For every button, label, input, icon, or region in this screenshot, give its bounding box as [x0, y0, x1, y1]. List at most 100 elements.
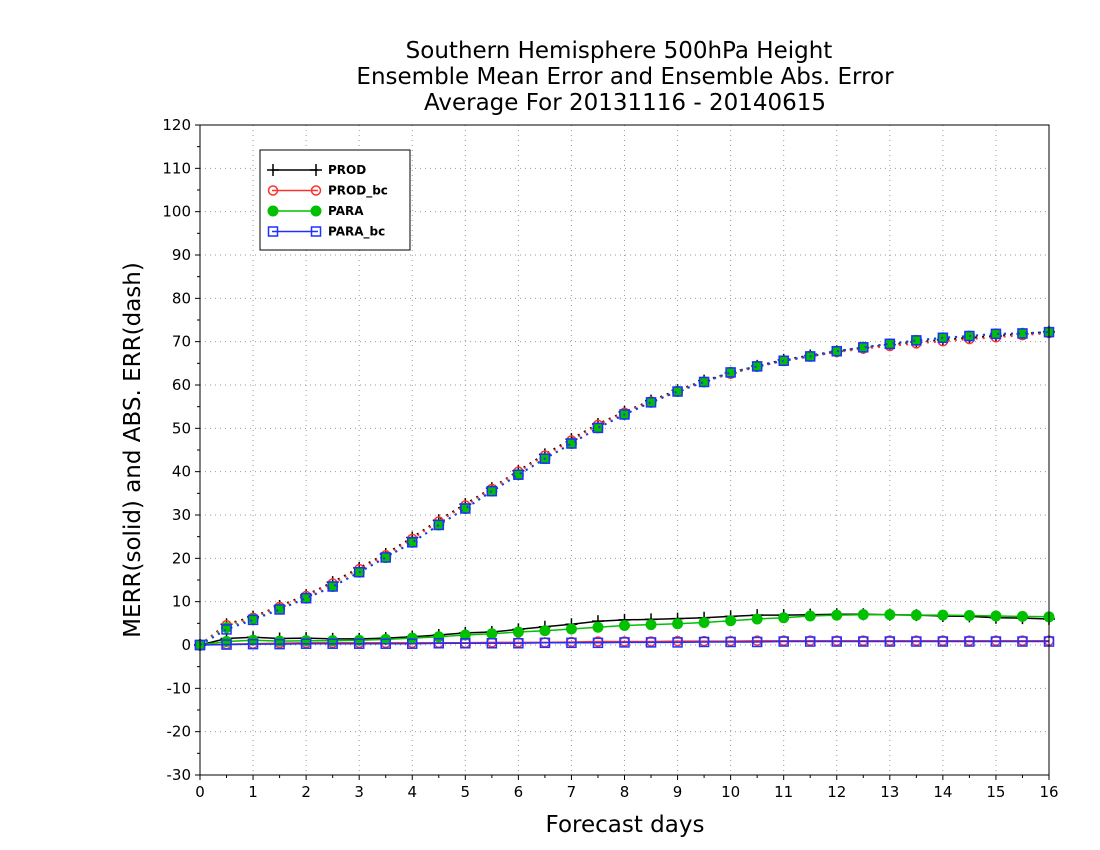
- legend-item: PROD: [267, 163, 366, 177]
- y-tick-label: 0: [181, 636, 191, 654]
- data-point: [221, 624, 232, 635]
- data-point: [513, 469, 524, 480]
- data-point: [1016, 610, 1028, 622]
- x-axis-label: Forecast days: [546, 812, 705, 838]
- data-point: [380, 551, 392, 563]
- x-tick-label: 9: [673, 783, 683, 801]
- data-point: [327, 581, 338, 592]
- y-tick-label: 80: [172, 289, 191, 307]
- data-point: [433, 519, 445, 531]
- data-point: [778, 612, 790, 624]
- data-point: [539, 453, 551, 464]
- legend-box: [259, 149, 411, 251]
- x-tick-label: 8: [620, 783, 630, 801]
- series-prod-abs-error: [194, 325, 1055, 651]
- data-point: [380, 638, 391, 649]
- series-line: [199, 330, 1050, 646]
- data-point: [619, 409, 630, 420]
- series-para-mean-error: [194, 609, 1055, 651]
- chart-title-line-2: Ensemble Mean Error and Ensemble Abs. Er…: [356, 64, 894, 90]
- legend-label: PROD: [328, 163, 366, 177]
- data-point: [858, 342, 869, 353]
- legend-item: PARA: [267, 204, 364, 218]
- series-prod-bc-abs-error: [194, 327, 1055, 651]
- data-point: [486, 638, 498, 649]
- legend-item: PROD_bc: [267, 184, 388, 199]
- series-para-bc-mean-error: [194, 636, 1055, 651]
- data-point: [964, 330, 975, 342]
- data-point: [406, 536, 418, 548]
- data-point: [459, 503, 471, 514]
- data-point: [460, 638, 471, 649]
- data-point: [327, 638, 338, 649]
- chart-title-line-3: Average For 20131116 - 20140615: [424, 90, 826, 116]
- axes: 0 1 2 3 4 5 6 7 8 9 10 11 12 13 14 15 16-30-20-100102030…: [162, 116, 1058, 801]
- x-tick-label: 4: [407, 783, 417, 801]
- legend-marker: [267, 164, 279, 176]
- data-point: [911, 335, 922, 346]
- data-point: [460, 503, 471, 514]
- x-tick-label: 14: [933, 783, 952, 801]
- data-point: [831, 345, 842, 357]
- data-point: [990, 636, 1002, 647]
- data-point: [592, 621, 604, 633]
- y-tick-label: -30: [167, 766, 192, 784]
- chart-title-line-1: Southern Hemisphere 500hPa Height: [406, 38, 833, 64]
- data-point: [619, 637, 630, 648]
- data-point: [353, 566, 365, 578]
- data-point: [380, 552, 391, 563]
- x-tick-label: 12: [827, 783, 846, 801]
- data-point: [751, 636, 763, 648]
- data-point: [645, 619, 657, 631]
- data-point: [433, 638, 445, 649]
- data-point: [512, 469, 524, 481]
- y-tick-label: -20: [167, 723, 192, 741]
- data-point: [459, 629, 471, 641]
- legend-marker: [267, 205, 279, 217]
- data-point: [698, 376, 710, 388]
- data-point: [353, 638, 365, 649]
- data-point: [911, 636, 922, 647]
- legend-item: PARA_bc: [267, 225, 385, 240]
- data-point: [619, 620, 630, 631]
- data-point: [990, 328, 1002, 340]
- data-point: [407, 638, 418, 649]
- data-point: [698, 636, 710, 648]
- series-line: [199, 640, 1049, 646]
- legend-marker: [310, 164, 322, 176]
- x-tick-label: 5: [461, 783, 471, 801]
- data-point: [512, 626, 524, 638]
- data-point: [751, 361, 763, 372]
- legend-marker: [310, 185, 322, 196]
- data-point: [486, 485, 498, 497]
- y-tick-label: 10: [172, 593, 191, 611]
- series-line: [199, 332, 1050, 646]
- data-point: [1017, 328, 1028, 339]
- grid: [200, 125, 1049, 775]
- data-point: [884, 338, 896, 350]
- data-point: [247, 638, 259, 650]
- legend-marker: [267, 185, 279, 196]
- data-point: [274, 638, 285, 650]
- data-point: [751, 360, 763, 372]
- data-point: [698, 616, 710, 628]
- data-point: [804, 351, 816, 362]
- data-point: [300, 592, 312, 604]
- data-point: [698, 376, 710, 388]
- data-point: [539, 637, 551, 649]
- data-point: [831, 345, 843, 357]
- data-point: [831, 609, 843, 621]
- legend-marker: [310, 205, 322, 217]
- y-tick-label: 30: [172, 506, 191, 524]
- y-tick-label: 20: [172, 549, 191, 567]
- legend: PROD PROD_bc PARA PARA_bc: [259, 149, 411, 251]
- data-point: [433, 519, 445, 531]
- x-tick-label: 2: [301, 783, 311, 801]
- series-line: [199, 331, 1050, 646]
- data-point: [565, 623, 577, 635]
- data-point: [910, 334, 922, 346]
- x-tick-label: 6: [514, 783, 524, 801]
- data-point: [804, 610, 816, 622]
- data-point: [300, 638, 312, 649]
